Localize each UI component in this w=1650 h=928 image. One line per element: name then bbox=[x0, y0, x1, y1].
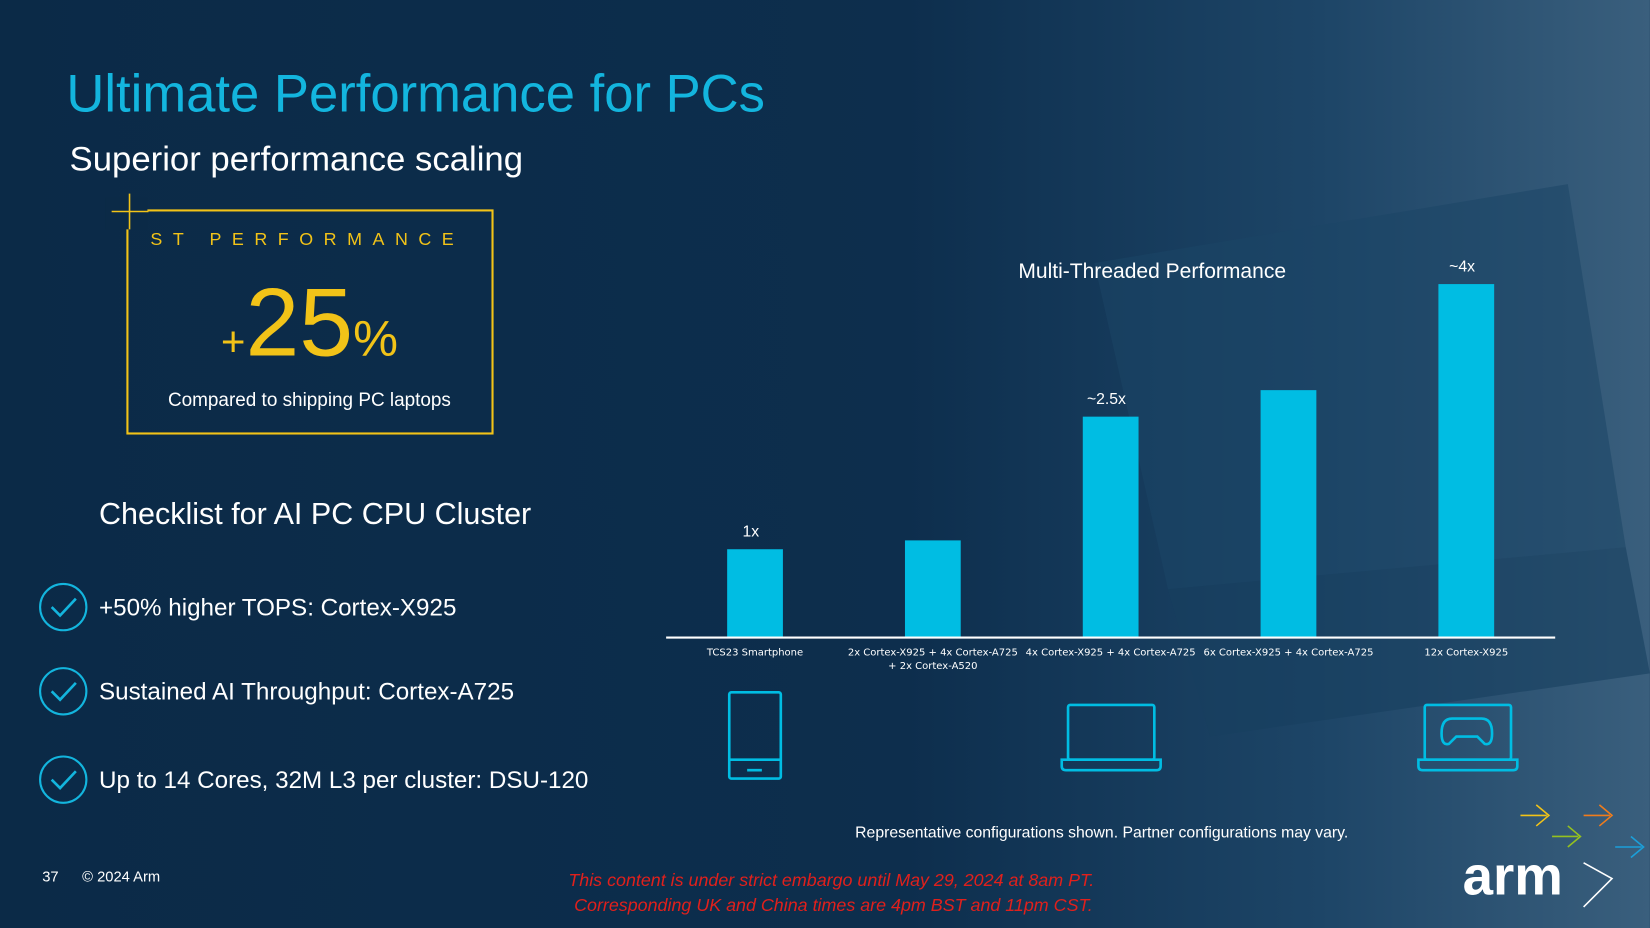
bar bbox=[727, 549, 783, 638]
highlight-box bbox=[126, 209, 494, 435]
check-icon bbox=[50, 681, 77, 702]
phone-icon bbox=[727, 691, 783, 780]
value-label: 1x bbox=[742, 524, 759, 541]
value-label: ~4x bbox=[1449, 258, 1475, 275]
x-tick-label-box: TCS23 Smartphone bbox=[706, 647, 804, 659]
x-tick-label: TCS23 Smartphone bbox=[706, 647, 804, 659]
highlight-value: +25% bbox=[221, 268, 398, 377]
checklist-title: Checklist for AI PC CPU Cluster bbox=[99, 497, 531, 531]
x-tick-label: 12x Cortex-X925 bbox=[1424, 647, 1509, 659]
checklist: +50% higher TOPS: Cortex-X925 Sustained A… bbox=[39, 582, 588, 804]
x-tick-label: 6x Cortex-X925 + 4x Cortex-A725 bbox=[1203, 647, 1374, 659]
x-tick-label-box: 6x Cortex-X925 + 4x Cortex-A725 bbox=[1203, 647, 1374, 659]
chart-note: Representative configurations shown. Par… bbox=[855, 825, 1348, 842]
x-tick-label-box: 12x Cortex-X925 bbox=[1424, 647, 1509, 659]
value-label: ~2.5x bbox=[1087, 391, 1126, 408]
checklist-item: Sustained AI Throughput: Cortex-A725 bbox=[99, 679, 514, 706]
checklist-item: Up to 14 Cores, 32M L3 per cluster: DSU-… bbox=[99, 767, 588, 794]
slide-subtitle: Superior performance scaling bbox=[70, 140, 524, 178]
embargo-line: This content is under strict embargo unt… bbox=[568, 870, 1094, 890]
gamepad-icon bbox=[1440, 717, 1494, 746]
bar bbox=[904, 540, 961, 638]
logo: arm bbox=[1463, 844, 1563, 906]
box-gap bbox=[105, 197, 148, 230]
copyright: © 2024 Arm bbox=[82, 870, 160, 886]
check-icon bbox=[50, 770, 77, 790]
chart-title: Multi-Threaded Performance bbox=[1018, 260, 1286, 283]
check-icon bbox=[50, 597, 77, 618]
device-icons bbox=[727, 691, 1519, 780]
checklist-item: +50% higher TOPS: Cortex-X925 bbox=[99, 595, 456, 622]
chart: 1x TCS23 Smartphone 2x Cortex-X925 + 4x Co… bbox=[706, 258, 1509, 673]
logo-arrows bbox=[1520, 804, 1645, 908]
bar bbox=[1438, 284, 1495, 638]
bar bbox=[1260, 390, 1317, 638]
x-tick-label: 2x Cortex-X925 + 4x Cortex-A725 + 2x Cor… bbox=[847, 647, 1018, 673]
sign: + bbox=[221, 318, 246, 365]
embargo-line: Corresponding UK and China times are 4pm… bbox=[574, 895, 1093, 915]
x-tick-label: 4x Cortex-X925 + 4x Cortex-A725 bbox=[1025, 647, 1196, 659]
x-tick-label-box: 4x Cortex-X925 + 4x Cortex-A725 bbox=[1025, 647, 1196, 659]
check-icon bbox=[39, 755, 88, 804]
x-tick-label-box: 2x Cortex-X925 + 4x Cortex-A725 + 2x Cor… bbox=[847, 647, 1018, 673]
bar bbox=[1082, 416, 1139, 638]
gaming-laptop-icon bbox=[1417, 758, 1519, 772]
number: 25 bbox=[245, 268, 353, 377]
highlight-caption: Compared to shipping PC laptops bbox=[168, 390, 451, 411]
slide-title: Ultimate Performance for PCs bbox=[66, 65, 765, 124]
laptop-icon bbox=[1060, 758, 1162, 772]
check-icon bbox=[39, 582, 88, 632]
page-number: 37 bbox=[42, 870, 58, 886]
highlight-label: ST PERFORMANCE bbox=[150, 229, 464, 249]
check-icon bbox=[39, 667, 88, 716]
unit: % bbox=[353, 310, 398, 367]
